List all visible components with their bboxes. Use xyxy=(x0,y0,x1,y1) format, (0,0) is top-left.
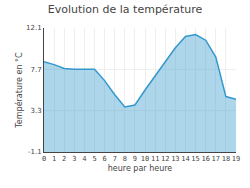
svg-text:12.1: 12.1 xyxy=(26,24,42,32)
svg-text:Température en °C: Température en °C xyxy=(14,52,24,129)
svg-text:1: 1 xyxy=(52,155,56,163)
svg-text:7.7: 7.7 xyxy=(30,66,41,74)
svg-text:17: 17 xyxy=(212,155,220,163)
svg-text:7: 7 xyxy=(113,155,117,163)
svg-text:14: 14 xyxy=(181,155,189,163)
svg-text:8: 8 xyxy=(123,155,127,163)
svg-text:15: 15 xyxy=(191,155,199,163)
svg-text:19: 19 xyxy=(232,155,240,163)
svg-text:11: 11 xyxy=(151,155,159,163)
svg-text:6: 6 xyxy=(103,155,107,163)
svg-text:12: 12 xyxy=(161,155,169,163)
svg-text:3.3: 3.3 xyxy=(30,107,41,115)
svg-text:5: 5 xyxy=(92,155,96,163)
svg-text:13: 13 xyxy=(171,155,179,163)
svg-text:2: 2 xyxy=(62,155,66,163)
svg-text:4: 4 xyxy=(82,155,86,163)
svg-text:10: 10 xyxy=(141,155,149,163)
svg-text:18: 18 xyxy=(222,155,230,163)
svg-text:16: 16 xyxy=(201,155,209,163)
svg-text:3: 3 xyxy=(72,155,76,163)
svg-text:9: 9 xyxy=(133,155,137,163)
svg-text:0: 0 xyxy=(42,155,46,163)
svg-text:-1.1: -1.1 xyxy=(28,148,42,156)
svg-text:Evolution de la température: Evolution de la température xyxy=(48,3,203,16)
svg-text:heure par heure: heure par heure xyxy=(108,164,173,173)
